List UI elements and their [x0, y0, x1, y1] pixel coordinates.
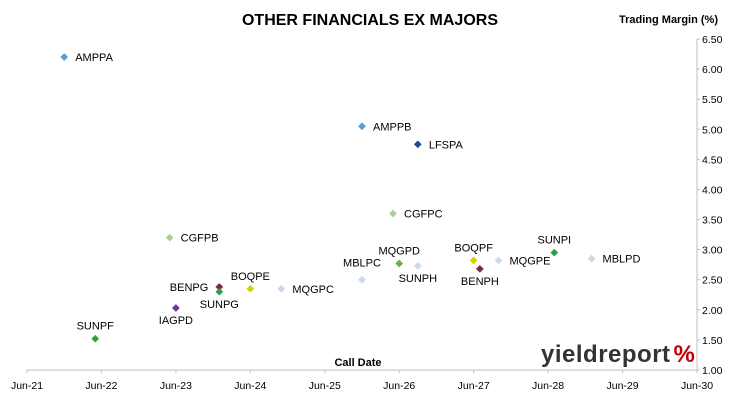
data-label-sunpf: SUNPF [77, 321, 115, 333]
data-point-benph [475, 264, 484, 273]
x-tick-label: Jun-22 [85, 380, 117, 392]
data-label-sunph: SUNPH [399, 273, 438, 285]
data-point-sunpf [91, 334, 100, 343]
data-label-boqpf: BOQPF [454, 242, 493, 254]
data-point-sunph [413, 261, 422, 270]
yieldreport-logo: yieldreport% [541, 341, 695, 368]
x-tick-label: Jun-21 [11, 380, 43, 392]
y-tick-label: 5.00 [702, 124, 723, 136]
y-tick-label: 5.50 [702, 94, 723, 106]
data-label-mqgpe: MQGPE [509, 255, 550, 267]
y-tick-label: 2.50 [702, 275, 723, 287]
data-point-sunpi [550, 248, 559, 257]
data-label-mblpc: MBLPC [343, 258, 381, 270]
data-point-mblpc [358, 275, 366, 284]
x-tick-label: Jun-30 [681, 380, 713, 392]
data-point-sunpg [215, 287, 224, 296]
data-label-mqgpc: MQGPC [292, 284, 334, 296]
data-labels: AMPPA AMPPB LFSPA CGFPC CGFPB MQGPD SUNPH MBLPC… [75, 52, 640, 333]
data-point-lfspa [413, 140, 422, 149]
y-axis-title: Trading Margin (%) [619, 14, 718, 26]
data-label-iagpd: IAGPD [159, 315, 193, 327]
logo-percent: % [674, 341, 696, 368]
data-point-amppb [358, 122, 366, 131]
logo-word: yieldreport [541, 341, 671, 368]
x-tick-label: Jun-25 [309, 380, 341, 392]
data-point-mqgpd [395, 259, 404, 268]
x-tick-label: Jun-27 [458, 380, 490, 392]
x-tick-label: Jun-28 [532, 380, 564, 392]
x-axis-title: Call Date [334, 357, 381, 369]
logo-text: yieldreport% [541, 341, 695, 368]
x-tick-label: Jun-29 [607, 380, 639, 392]
y-tick-label: 1.00 [702, 365, 723, 377]
data-points [60, 53, 596, 343]
data-point-mblpd [587, 254, 596, 263]
data-label-amppa: AMPPA [75, 52, 113, 64]
data-label-mblpd: MBLPD [603, 254, 641, 266]
data-point-boqpf [469, 256, 478, 265]
y-tick-label: 4.50 [702, 154, 723, 166]
data-point-iagpd [171, 304, 180, 312]
data-label-sunpg: SUNPG [200, 299, 239, 311]
data-point-cgfpc [389, 209, 397, 218]
x-tick-label: Jun-23 [160, 380, 192, 392]
y-tick-label: 6.00 [702, 64, 723, 76]
data-point-mqgpe [494, 256, 503, 265]
chart-title: OTHER FINANCIALS EX MAJORS [242, 12, 498, 29]
y-tick-label: 3.00 [702, 245, 723, 257]
y-tick-label: 1.50 [702, 335, 723, 347]
data-point-boqpe [246, 284, 255, 293]
data-point-mqgpc [277, 284, 286, 293]
y-tick-label: 6.50 [702, 34, 723, 46]
data-point-amppa [60, 53, 69, 62]
y-tick-label: 3.50 [702, 215, 723, 227]
y-tick-label: 2.00 [702, 305, 723, 317]
data-label-benph: BENPH [461, 276, 499, 288]
data-point-cgfpb [165, 233, 174, 242]
data-label-sunpi: SUNPI [538, 235, 572, 247]
data-label-cgfpb: CGFPB [181, 233, 219, 245]
data-label-boqpe: BOQPE [231, 271, 270, 283]
x-tick-label: Jun-24 [234, 380, 266, 392]
y-tick-label: 4.00 [702, 184, 723, 196]
data-label-benpg: BENPG [170, 282, 209, 294]
x-tick-labels: Jun-21 Jun-22 Jun-23 Jun-24 Jun-25 Jun-26 Jun-… [11, 370, 713, 392]
data-label-amppb: AMPPB [373, 121, 412, 133]
x-tick-label: Jun-26 [383, 380, 415, 392]
data-label-cgfpc: CGFPC [404, 209, 443, 221]
data-label-lfspa: LFSPA [429, 139, 464, 151]
data-label-mqgpd: MQGPD [378, 245, 420, 257]
y-tick-labels: 1.00 1.50 2.00 2.50 3.00 3.50 4.00 4.50 5.00 5.50… [697, 34, 723, 377]
